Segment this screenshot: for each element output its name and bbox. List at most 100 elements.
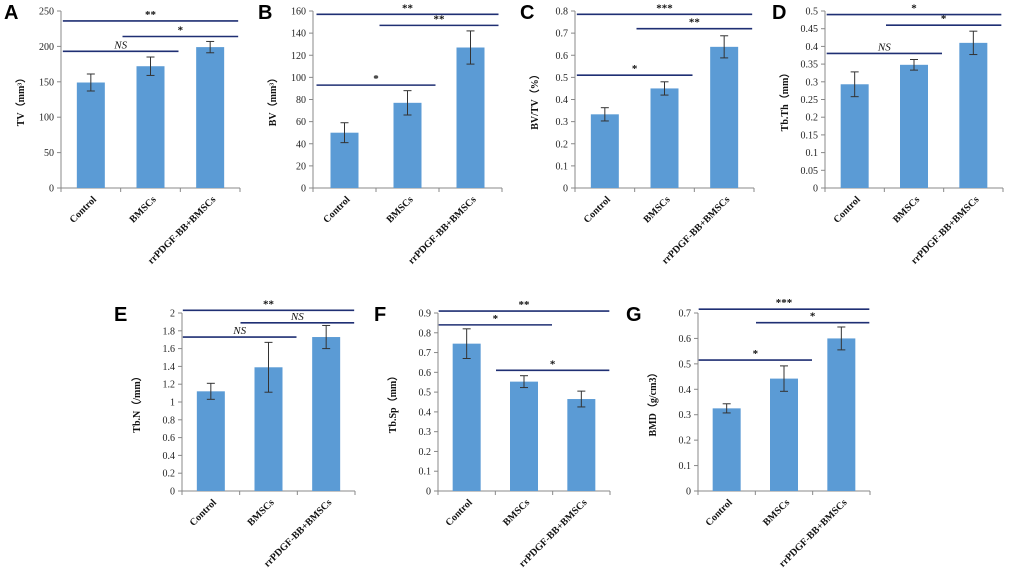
significance-label: ** [145,9,157,21]
y-tick-label: 0 [170,487,175,498]
significance-label: ** [263,298,275,310]
y-axis-label: BMD（g/cm3） [646,368,659,437]
significance-label: * [178,24,184,36]
bar-control [590,114,619,188]
y-tick-label: 1.6 [163,344,176,355]
y-tick-label: 0.4 [556,95,569,106]
x-category-label: BMSCs [642,194,673,225]
x-category-label: Control [321,194,352,225]
chart-panel-e: E Tb.N（/mm） 0 0.2 0.4 0.6 0.8 1 1.2 1.4 1.6 1.8 2 Con… [114,298,356,570]
y-tick-label: 0.8 [419,328,432,339]
x-category-label: rrPDGF-BB+BMSCs [406,194,478,266]
bar-bmscs [650,88,679,188]
y-tick-label: 1.8 [163,326,176,337]
y-tick-label: 0.7 [419,348,432,359]
y-tick-label: 0.5 [679,359,692,370]
x-category-label: Control [444,497,475,528]
panel-letter: F [374,304,386,326]
y-tick-label: 0 [686,487,691,498]
x-category-label: Control [68,194,99,225]
significance-label: NS [290,311,304,323]
bar-rrpdgf-bb-bmscs [567,399,596,491]
y-tick-label: 0 [426,487,431,498]
y-tick-label: 1.2 [163,380,176,391]
y-tick-label: 160 [291,7,306,18]
x-category-label: rrPDGF-BB+BMSCs [146,194,218,266]
chart-panel-g: G BMD（g/cm3） 0 0.1 0.2 0.3 0.4 0.5 0.6 0.7 Control… [626,297,871,570]
y-axis-label: Tb.Sp（mm） [386,371,399,434]
y-tick-label: 0.3 [806,77,819,88]
y-tick-label: 0.25 [801,95,819,106]
significance-label: * [810,311,816,323]
bar-control [76,82,105,188]
bar-rrpdgf-bb-bmscs [312,337,341,491]
y-tick-label: 0.2 [556,139,569,150]
y-tick-label: 140 [291,29,306,40]
bar-bmscs [770,378,798,491]
y-tick-label: 0.6 [556,51,569,62]
y-tick-label: 0.5 [419,388,432,399]
y-axis-label: TV（mm³） [14,73,27,127]
y-tick-label: 250 [39,7,54,18]
panel-letter: G [626,304,642,326]
panel-letter: A [4,2,18,24]
y-tick-label: 0.9 [419,309,432,320]
significance-label: NS [113,39,127,51]
y-tick-label: 0.4 [806,42,819,53]
significance-label: * [941,13,947,25]
y-tick-label: 0.6 [163,433,176,444]
significance-label: *** [656,2,673,14]
x-category-label: BMSCs [128,194,159,225]
significance-label: * [753,348,759,360]
bar-bmscs [136,66,165,188]
y-tick-label: 0.2 [679,436,692,447]
x-category-label: rrPDGF-BB+BMSCs [909,194,981,266]
y-tick-label: 0.2 [419,447,432,458]
bar-rrpdgf-bb-bmscs [456,47,485,188]
y-tick-label: 0.2 [806,113,819,124]
y-tick-label: 0.8 [556,7,569,18]
y-tick-label: 150 [39,77,54,88]
x-category-label: Control [832,194,863,225]
significance-label: *** [776,297,793,309]
y-tick-label: 0.8 [163,415,176,426]
x-category-label: Control [188,497,219,528]
chart-panel-f: F Tb.Sp（mm） 0 0.1 0.2 0.3 0.4 0.5 0.6 0.7 0.8 0.9 Co… [374,299,611,570]
x-category-label: Control [704,497,735,528]
significance-label: NS [877,41,891,53]
panel-letter: C [520,2,534,24]
y-tick-label: 20 [296,161,306,172]
significance-label: * [632,63,638,75]
y-tick-label: 0.05 [801,166,819,177]
significance-label: * [550,358,556,370]
y-tick-label: 0.15 [801,130,819,141]
x-category-label: BMSCs [891,194,922,225]
significance-label: * [493,313,499,325]
y-tick-label: 0.7 [556,29,569,40]
y-tick-label: 2 [170,309,175,320]
y-tick-label: 120 [291,51,306,62]
panel-letter: E [114,304,127,326]
x-category-label: BMSCs [385,194,416,225]
significance-label: ** [519,299,531,311]
y-tick-label: 200 [39,42,54,53]
y-tick-label: 0 [301,184,306,195]
x-category-label: rrPDGF-BB+BMSCs [660,194,732,266]
y-tick-label: 1.4 [163,362,176,373]
y-axis-label: Tb.N（/mm） [130,371,143,432]
y-axis-label: BV（mm³） [266,73,279,127]
y-tick-label: 0.3 [679,410,692,421]
y-axis-label: BV/TV（%） [528,69,541,130]
bar-rrpdgf-bb-bmscs [196,47,225,188]
bar-control [840,84,869,188]
x-category-label: BMSCs [246,497,277,528]
y-tick-label: 0.4 [163,451,176,462]
significance-label: ** [402,2,414,14]
bar-control [452,343,481,491]
y-tick-label: 40 [296,139,306,150]
y-tick-label: 80 [296,95,306,106]
x-category-label: BMSCs [501,497,532,528]
y-tick-label: 0.1 [556,161,569,172]
bar-control [196,391,225,491]
chart-panel-b: B BV（mm³） 0 20 40 60 80 100 120 140 160 Control BMSC… [258,2,503,267]
